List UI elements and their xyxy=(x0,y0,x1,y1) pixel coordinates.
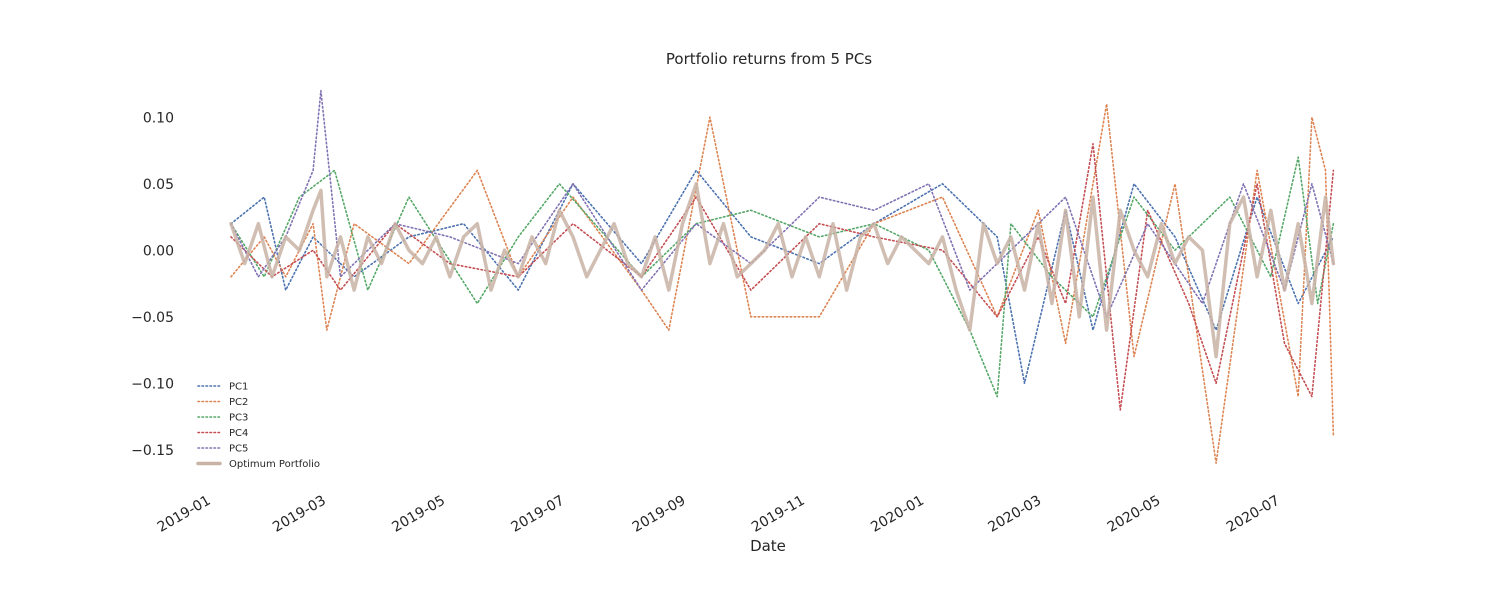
legend-label: PC2 xyxy=(229,397,248,408)
x-tick-label: 2020-03 xyxy=(985,493,1044,536)
series-layer xyxy=(229,89,1336,464)
x-tick-label: 2020-07 xyxy=(1224,493,1283,536)
y-tick-label: 0.00 xyxy=(143,243,174,259)
y-tick-label: −0.15 xyxy=(131,443,174,459)
legend-label: Optimum Portfolio xyxy=(229,459,320,470)
series-line-6 xyxy=(229,182,1336,359)
x-tick-label: 2019-03 xyxy=(270,493,329,536)
x-axis-label: Date xyxy=(750,537,786,555)
series-line-1 xyxy=(230,169,1335,385)
x-tick-label: 2020-05 xyxy=(1105,493,1164,536)
x-tick-label: 2020-01 xyxy=(868,493,927,536)
legend-label: PC4 xyxy=(229,428,248,439)
x-tick-label: 2019-05 xyxy=(389,493,448,536)
x-tick-label: 2019-11 xyxy=(749,493,808,536)
y-tick-label: 0.10 xyxy=(143,110,174,126)
series-line-4 xyxy=(230,143,1335,411)
y-tick-label: 0.05 xyxy=(143,177,174,193)
legend-label: PC1 xyxy=(229,382,248,393)
legend-label: PC3 xyxy=(229,413,248,424)
series-line-2 xyxy=(230,103,1335,464)
series-line-5 xyxy=(230,89,1335,318)
x-tick-label: 2019-01 xyxy=(155,493,214,536)
x-tick-label: 2019-07 xyxy=(509,493,568,536)
legend: PC1 PC2 PC3 PC4 PC5 Optimum Portfolio xyxy=(196,382,320,470)
y-tick-labels: 0.10 0.05 0.00 −0.05 −0.10 −0.15 xyxy=(131,110,174,459)
y-tick-label: −0.10 xyxy=(131,376,174,392)
x-tick-label: 2019-09 xyxy=(630,493,689,536)
chart-title: Portfolio returns from 5 PCs xyxy=(666,50,872,68)
series-line-3 xyxy=(230,156,1335,398)
legend-label: PC5 xyxy=(229,444,248,455)
y-tick-label: −0.05 xyxy=(131,310,174,326)
x-tick-labels: 2019-01 2019-03 2019-05 2019-07 2019-09 2019-… xyxy=(155,493,1283,536)
